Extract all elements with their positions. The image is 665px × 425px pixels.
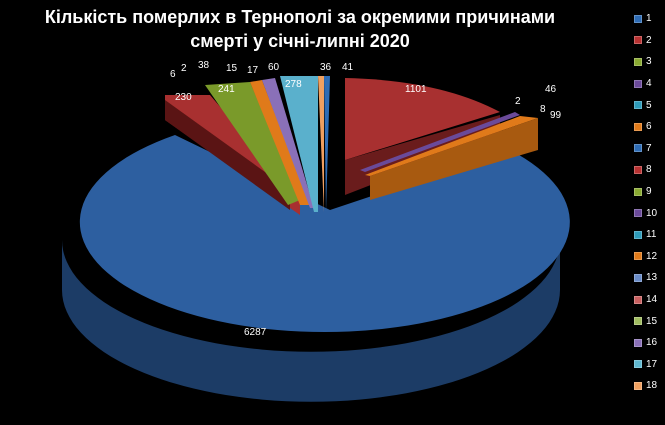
legend-item-3: 3 — [634, 51, 664, 73]
legend-item-8: 8 — [634, 159, 664, 181]
slice-9 — [205, 82, 300, 205]
legend-item-4: 4 — [634, 73, 664, 95]
label-1: 41 — [342, 62, 354, 73]
legend-swatch-icon — [634, 101, 642, 110]
label-18: 36 — [320, 62, 332, 73]
label-6: 99 — [550, 110, 562, 121]
legend-item-7: 7 — [634, 138, 664, 160]
legend-label: 13 — [646, 272, 658, 284]
slice-2 — [345, 78, 500, 160]
legend-swatch-icon — [634, 122, 642, 131]
chart-legend: 1 2 3 4 5 6 7 8 9 10 11 12 13 14 15 16 17 18 — [634, 8, 664, 397]
legend-swatch-icon — [634, 230, 642, 239]
legend-label: 18 — [646, 380, 658, 392]
label-13: 15 — [226, 63, 238, 74]
slice-18 — [318, 76, 324, 212]
slice-7-side — [62, 240, 560, 402]
legend-item-9: 9 — [634, 181, 664, 203]
label-2: 1101 — [405, 84, 427, 95]
legend-swatch-icon — [634, 295, 642, 304]
label-14: 17 — [247, 65, 259, 76]
label-7: 6287 — [244, 327, 267, 338]
slice-16 — [262, 78, 314, 208]
legend-label: 11 — [646, 229, 657, 241]
chart-title-line2: смерті у січні-липні 2020 — [190, 31, 410, 51]
legend-swatch-icon — [634, 165, 642, 174]
label-3: 2 — [515, 96, 521, 107]
legend-swatch-icon — [634, 144, 642, 153]
slice-1 — [324, 76, 330, 212]
legend-label: 17 — [646, 358, 658, 370]
legend-label: 8 — [646, 164, 652, 176]
legend-label: 2 — [646, 34, 652, 46]
legend-item-2: 2 — [634, 30, 664, 52]
label-17: 278 — [285, 79, 302, 90]
legend-item-16: 16 — [634, 332, 664, 354]
legend-swatch-icon — [634, 36, 642, 45]
legend-swatch-icon — [634, 14, 642, 23]
legend-swatch-icon — [634, 57, 642, 66]
legend-item-13: 13 — [634, 267, 664, 289]
slice-7 — [79, 135, 570, 333]
legend-swatch-icon — [634, 381, 642, 390]
legend-label: 7 — [646, 142, 652, 154]
legend-label: 15 — [646, 315, 658, 327]
legend-item-1: 1 — [634, 8, 664, 30]
legend-swatch-icon — [634, 317, 642, 326]
legend-swatch-icon — [634, 252, 642, 261]
chart-title-line1: Кількість померлих в Тернополі за окреми… — [44, 7, 556, 27]
legend-item-10: 10 — [634, 202, 664, 224]
slice-4 — [360, 112, 520, 172]
legend-item-5: 5 — [634, 94, 664, 116]
legend-swatch-icon — [634, 360, 642, 369]
label-5: 8 — [540, 104, 546, 115]
legend-item-14: 14 — [634, 289, 664, 311]
legend-swatch-icon — [634, 273, 642, 282]
slice-6 — [365, 116, 538, 176]
legend-item-11: 11 — [634, 224, 664, 246]
slice-8-side — [165, 100, 290, 210]
legend-item-6: 6 — [634, 116, 664, 138]
chart-title: Кількість померлих в Тернополі за окреми… — [0, 5, 600, 53]
legend-label: 4 — [646, 78, 652, 90]
legend-swatch-icon — [634, 338, 642, 347]
legend-label: 5 — [646, 99, 652, 111]
legend-label: 16 — [646, 337, 658, 349]
label-11: 2 — [181, 63, 187, 74]
label-16: 60 — [268, 62, 280, 73]
label-8: 230 — [175, 92, 192, 103]
legend-label: 9 — [646, 186, 652, 198]
legend-label: 3 — [646, 56, 652, 68]
label-9: 241 — [218, 84, 235, 95]
legend-swatch-icon — [634, 187, 642, 196]
legend-swatch-icon — [634, 209, 642, 218]
legend-label: 12 — [646, 250, 658, 262]
legend-label: 14 — [646, 294, 658, 306]
label-12: 38 — [198, 60, 210, 71]
legend-item-15: 15 — [634, 310, 664, 332]
label-4: 46 — [545, 84, 557, 95]
slice-10-14 — [250, 80, 310, 205]
legend-swatch-icon — [634, 79, 642, 88]
legend-label: 10 — [646, 207, 658, 219]
legend-item-18: 18 — [634, 375, 664, 397]
slice-17 — [280, 76, 318, 212]
label-10: 6 — [170, 69, 176, 80]
legend-item-12: 12 — [634, 246, 664, 268]
legend-label: 6 — [646, 121, 652, 133]
legend-label: 1 — [646, 13, 652, 25]
legend-item-17: 17 — [634, 354, 664, 376]
slice-6-side — [370, 118, 538, 200]
